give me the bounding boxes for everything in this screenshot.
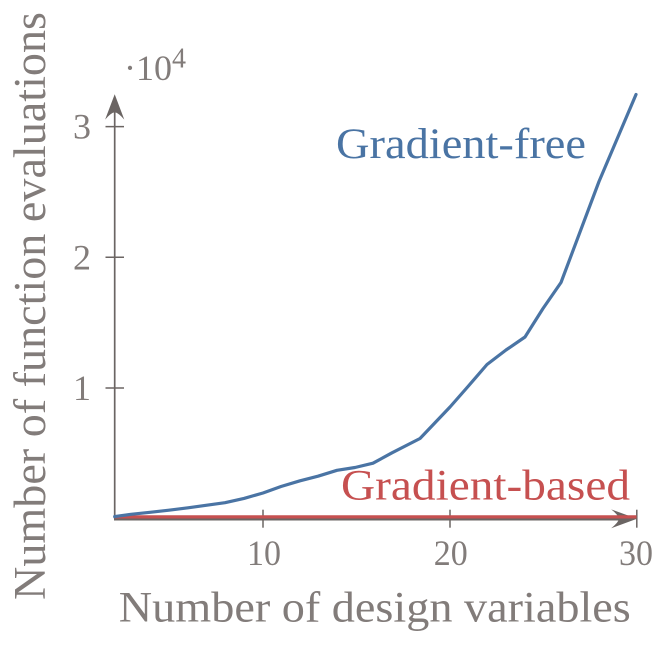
svg-text:Gradient-free: Gradient-free (336, 121, 586, 168)
svg-text:2: 2 (73, 237, 91, 277)
svg-text:1: 1 (73, 368, 91, 408)
svg-text:10: 10 (247, 533, 281, 573)
svg-text:20: 20 (434, 533, 468, 573)
svg-text:Number of function evaluations: Number of function evaluations (5, 12, 55, 600)
svg-text:Number of design variables: Number of design variables (119, 585, 631, 632)
svg-text:30: 30 (619, 533, 653, 573)
svg-text:Gradient-based: Gradient-based (341, 463, 630, 510)
svg-text:3: 3 (73, 107, 91, 147)
